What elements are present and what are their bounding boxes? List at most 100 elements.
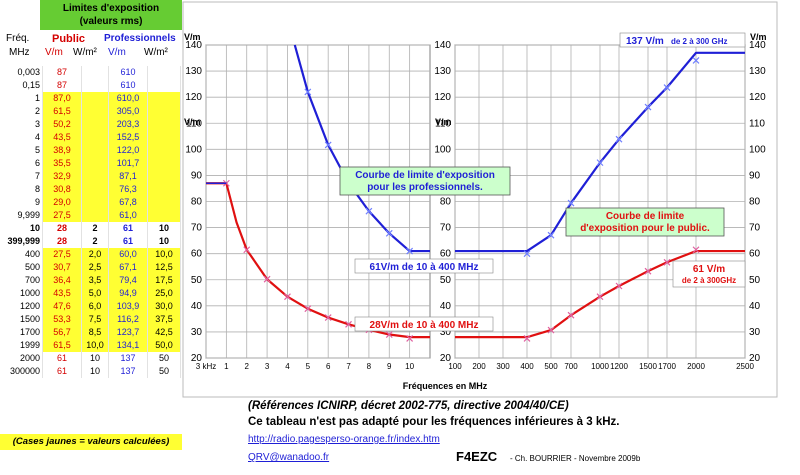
x-tick-label: 3 xyxy=(265,362,270,371)
cell-public-wm: 8,5 xyxy=(81,326,109,339)
y-tick-label-mid: 60 xyxy=(440,249,452,260)
label-137-range: de 2 à 300 GHz xyxy=(671,37,727,46)
x-tick-label: 7 xyxy=(346,362,351,371)
cell-public-vm: 56,7 xyxy=(42,326,82,339)
data-point-marker xyxy=(263,275,271,283)
website-link[interactable]: http://radio.pagesperso-orange.fr/index.… xyxy=(248,434,440,445)
table-row: 7 32,9 87,1 xyxy=(0,170,181,183)
cell-pro-wm xyxy=(147,196,181,209)
cell-public-wm: 10,0 xyxy=(81,339,109,352)
table-row: 8 30,8 76,3 xyxy=(0,183,181,196)
cell-public-vm: 61,5 xyxy=(42,339,82,352)
cell-public-wm: 2 xyxy=(81,235,109,248)
table-row: 1500 53,3 7,5 116,2 37,5 xyxy=(0,313,181,326)
y-tick-label-right: 110 xyxy=(749,118,765,129)
references-text: (Références ICNIRP, décret 2002-775, dir… xyxy=(248,400,569,412)
cell-freq: 7 xyxy=(0,170,43,183)
cell-pro-wm: 37,5 xyxy=(147,313,181,326)
table-row: 400 27,5 2,0 60,0 10,0 xyxy=(0,248,181,261)
cell-pro-vm: 610 xyxy=(108,66,148,79)
x-tick-label: 9 xyxy=(387,362,392,371)
cell-pro-wm: 50 xyxy=(147,352,181,365)
cell-public-wm: 2 xyxy=(81,222,109,235)
table-row: 5 38,9 122,0 xyxy=(0,144,181,157)
cell-public-vm: 61 xyxy=(42,365,82,378)
table-row: 2000 61 10 137 50 xyxy=(0,352,181,365)
cell-freq: 2000 xyxy=(0,352,43,365)
cell-public-wm xyxy=(81,196,109,209)
cell-pro-wm: 10 xyxy=(147,235,181,248)
x-tick-label: 3 kHz xyxy=(196,362,216,371)
cell-public-wm xyxy=(81,144,109,157)
cell-public-vm: 28 xyxy=(42,222,82,235)
cell-pro-vm: 61 xyxy=(108,235,148,248)
public-curve-box xyxy=(565,207,725,237)
table-row: 500 30,7 2,5 67,1 12,5 xyxy=(0,261,181,274)
y-tick-label-mid: 120 xyxy=(434,92,451,103)
cell-freq: 8 xyxy=(0,183,43,196)
data-point-marker xyxy=(692,56,700,64)
cell-public-wm xyxy=(81,105,109,118)
table-row: 9 29,0 67,8 xyxy=(0,196,181,209)
x-tick-label: 1700 xyxy=(658,362,676,371)
data-point-marker xyxy=(304,88,312,96)
header-vm-pro: V/m xyxy=(108,47,126,58)
public-curve-label-2: d'exposition pour le public. xyxy=(580,223,710,234)
table-row: 300000 61 10 137 50 xyxy=(0,365,181,378)
email-link[interactable]: QRV@wanadoo.fr xyxy=(248,452,330,463)
cell-pro-vm: 67,8 xyxy=(108,196,148,209)
y-tick-label-right: 50 xyxy=(749,275,761,286)
cell-public-wm: 2,5 xyxy=(81,261,109,274)
x-tick-label: 1200 xyxy=(610,362,628,371)
table-row: 3 50,2 203,3 xyxy=(0,118,181,131)
header-vm-public: V/m xyxy=(45,47,63,58)
cell-pro-vm: 134,1 xyxy=(108,339,148,352)
cell-public-vm: 61,5 xyxy=(42,105,82,118)
y-tick-label-right: 40 xyxy=(749,301,761,312)
y-tick-label-right: 100 xyxy=(749,144,766,155)
table-row: 399,999 28 2 61 10 xyxy=(0,235,181,248)
x-tick-label: 2000 xyxy=(687,362,705,371)
y-tick-label-left: 20 xyxy=(191,353,203,364)
y-axis-label-left-2: V/m xyxy=(184,117,201,127)
x-tick-label: 1000 xyxy=(591,362,609,371)
table-row: 2 61,5 305,0 xyxy=(0,105,181,118)
cell-freq: 500 xyxy=(0,261,43,274)
author-credit: - Ch. BOURRIER - Novembre 2009b xyxy=(510,454,641,463)
table-row: 1200 47,6 6,0 103,9 30,0 xyxy=(0,300,181,313)
cell-public-vm: 50,2 xyxy=(42,118,82,131)
x-tick-label: 10 xyxy=(405,362,414,371)
y-tick-label-mid: 110 xyxy=(435,118,451,129)
x-tick-label: 2500 xyxy=(736,362,754,371)
x-tick-label: 1500 xyxy=(639,362,657,371)
data-point-marker xyxy=(615,135,623,143)
y-tick-label-mid: 130 xyxy=(434,66,451,77)
label-137-box xyxy=(619,32,746,48)
y-tick-label-left: 140 xyxy=(185,40,202,51)
cell-public-vm: 38,9 xyxy=(42,144,82,157)
cell-pro-vm: 79,4 xyxy=(108,274,148,287)
cell-public-vm: 87 xyxy=(42,66,82,79)
cell-pro-vm: 94,9 xyxy=(108,287,148,300)
y-tick-label-left: 130 xyxy=(185,66,202,77)
x-tick-label: 300 xyxy=(496,362,510,371)
cell-freq: 1700 xyxy=(0,326,43,339)
y-tick-label-right: 90 xyxy=(749,170,761,181)
table-row: 0,15 87 610 xyxy=(0,79,181,92)
cell-pro-vm: 122,0 xyxy=(108,144,148,157)
table-title-line1: Limites d'exposition xyxy=(62,3,160,14)
label-28-box xyxy=(354,316,494,332)
cell-public-wm: 6,0 xyxy=(81,300,109,313)
y-tick-label-right: 30 xyxy=(749,327,761,338)
cell-pro-vm: 123,7 xyxy=(108,326,148,339)
cell-public-wm: 10 xyxy=(81,352,109,365)
data-point-marker xyxy=(567,311,575,319)
cell-freq: 300000 xyxy=(0,365,43,378)
data-point-marker xyxy=(523,335,531,342)
cell-pro-vm: 610 xyxy=(108,79,148,92)
y-axis-label-right: V/m xyxy=(750,32,767,42)
cell-pro-vm: 152,5 xyxy=(108,131,148,144)
left-series-line-pro xyxy=(293,44,430,253)
data-point-marker xyxy=(692,246,700,254)
